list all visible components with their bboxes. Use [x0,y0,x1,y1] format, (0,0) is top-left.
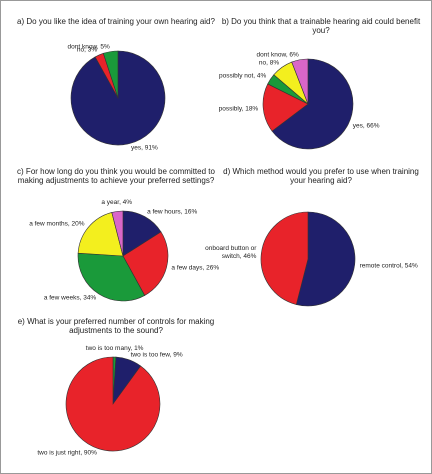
slice-label: two is too many, 1% [85,344,144,352]
slice-label: possibly, 18% [218,105,259,113]
slice-label: a year, 4% [101,199,133,207]
slice-label: a few weeks, 34% [43,294,97,302]
pie-slice [295,211,356,307]
pie-slice [77,212,124,257]
chart-title: e) What is your preferred number of cont… [17,317,215,336]
slice-label: dont know, 5% [67,43,110,51]
slice-label: onboard button or switch, 46% [205,245,257,260]
slice-label: a few days, 26% [171,264,220,272]
slice-label: two is just right, 90% [37,449,97,457]
slice-label: a few hours, 16% [147,208,198,216]
slice-label: yes, 66% [352,122,380,130]
pie-slice [291,58,309,105]
pie-slice [65,356,161,452]
pie-slice [271,58,354,150]
slice-label: yes, 91% [131,144,158,152]
pie-slice [77,252,146,302]
slice-label: remote control, 54% [359,261,418,269]
slice-label: a few months, 20% [29,220,85,228]
chart-title: b) Do you think that a trainable hearing… [221,17,421,36]
pie-slice [122,231,169,296]
pie-slice [111,210,124,257]
slice-label: possibly not, 4% [218,72,267,80]
chart-title: a) Do you like the idea of training your… [17,17,215,26]
slice-label: two is too few, 9% [130,351,183,359]
pie-slice [122,210,162,257]
pie-slice [260,211,309,305]
chart-title: c) For how long do you think you would b… [17,167,215,186]
slice-label: no, 8% [258,59,280,67]
pie-slice [262,83,309,132]
slice-label: no, 3% [76,46,98,54]
slice-label: dont know, 6% [256,51,299,59]
chart-title: d) Which method would you prefer to use … [223,167,419,186]
pie-slice [102,50,119,99]
